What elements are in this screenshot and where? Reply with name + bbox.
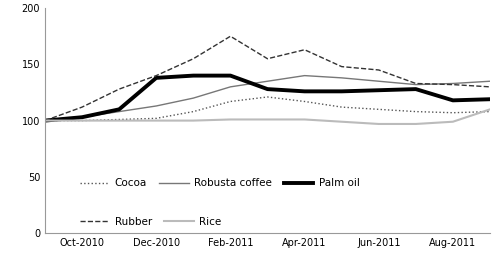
Legend: Rubber, Rice: Rubber, Rice	[76, 212, 225, 231]
